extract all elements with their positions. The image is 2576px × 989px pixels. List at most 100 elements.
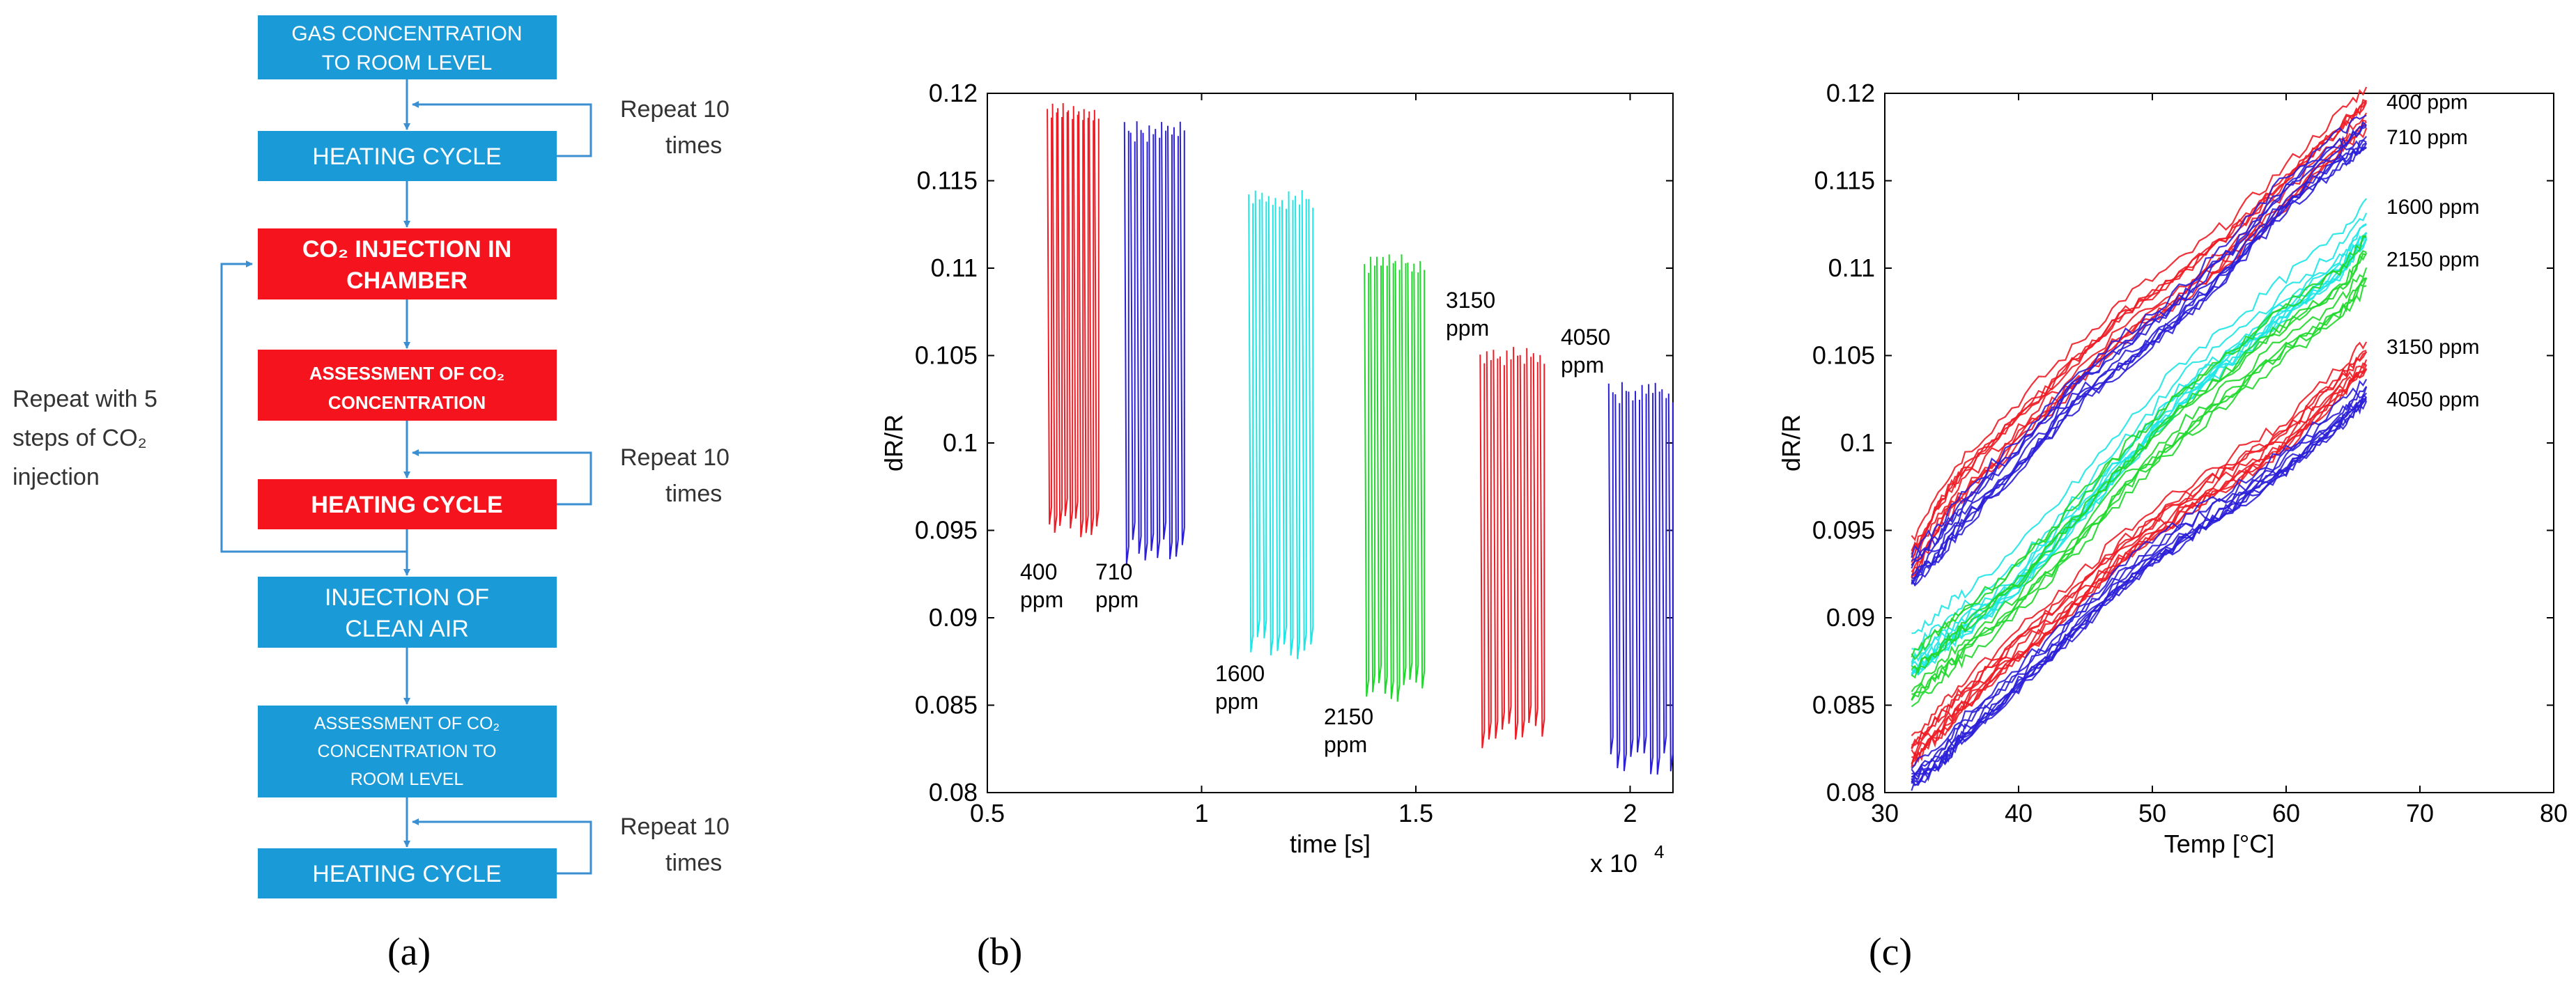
- b-series-1-cycle: [1072, 106, 1079, 519]
- flow-box-7-rect: [258, 706, 557, 797]
- b-series-3-cycle: [1288, 191, 1294, 656]
- b-ytick-label: 0.11: [931, 254, 978, 282]
- flow-box-3: CO₂ INJECTION IN CHAMBER: [258, 228, 557, 299]
- c-series-2-trace: [1911, 136, 2368, 576]
- c-series-1-trace: [1911, 100, 2368, 555]
- b-series-4-cycle: [1407, 263, 1413, 680]
- c-series-3-trace: [1911, 223, 2367, 667]
- b-series-5-cycle: [1526, 348, 1532, 724]
- c-series-6-trace: [1911, 386, 2368, 776]
- b-series-label-1-line2: ppm: [1020, 587, 1063, 612]
- b-ytick-label: 0.1: [943, 428, 978, 457]
- b-series-3-cycle: [1308, 198, 1314, 645]
- b-series-4-cycle: [1376, 256, 1382, 684]
- flow-box-1-line2: TO ROOM LEVEL: [322, 52, 493, 75]
- b-series-2-cycle: [1155, 129, 1161, 559]
- b-series-label-6-line2: ppm: [1561, 352, 1604, 377]
- b-series-2-cycle: [1173, 127, 1179, 557]
- flow-box-5-line1: HEATING CYCLE: [311, 492, 502, 518]
- flow-box-7-line1: ASSESSMENT OF CO₂: [314, 714, 500, 733]
- flow-box-5-rect: [258, 479, 557, 529]
- b-series-1-cycle: [1093, 109, 1100, 527]
- c-series-6: [1911, 378, 2368, 791]
- b-series-1-cycle: [1088, 111, 1095, 536]
- b-series-5-cycle: [1486, 351, 1492, 740]
- b-series-1-cycle: [1062, 103, 1068, 517]
- b-series-6-cycle: [1654, 382, 1660, 775]
- c-ytick-label: 0.12: [1826, 79, 1875, 107]
- flow-box-1-line1: GAS CONCENTRATION: [291, 22, 522, 45]
- c-ytick-label: 0.11: [1828, 254, 1875, 282]
- c-series-4-trace: [1911, 252, 2368, 675]
- c-series-1-trace: [1911, 102, 2368, 563]
- b-series-1: [1047, 103, 1100, 538]
- b-caption: (b): [977, 930, 1022, 974]
- c-xtick-label: 80: [2540, 799, 2568, 827]
- b-series-4-cycle: [1413, 263, 1419, 683]
- c-series-3-trace: [1911, 198, 2368, 634]
- c-series-4-trace: [1911, 267, 2368, 692]
- b-series-2-cycle: [1161, 122, 1167, 540]
- flow-box-3-line1: CO₂ INJECTION IN: [302, 236, 511, 263]
- b-series-5: [1479, 347, 1545, 749]
- outer-loop-label-line1: Repeat with 5: [13, 386, 157, 412]
- c-series-5-trace: [1911, 364, 2368, 764]
- b-series-3-cycle: [1261, 192, 1267, 639]
- c-series-2-trace: [1911, 124, 2367, 566]
- flow-box-7: ASSESSMENT OF CO₂ CONCENTRATION TO ROOM …: [258, 706, 557, 797]
- flow-box-4-line1: ASSESSMENT OF CO₂: [309, 363, 504, 384]
- b-xtick-label: 2: [1623, 799, 1637, 827]
- b-series-label-6-line1: 4050: [1561, 325, 1610, 350]
- c-series-label-5: 3150 ppm: [2386, 336, 2479, 359]
- b-series-6: [1607, 382, 1674, 775]
- b-series-6-cycle: [1635, 391, 1640, 753]
- b-series-3-cycle: [1248, 194, 1254, 653]
- repeat-loops: [220, 101, 592, 875]
- b-series-3-cycle: [1274, 198, 1281, 651]
- c-series-5: [1911, 341, 2368, 768]
- c-series-label-1: 400 ppm: [2386, 91, 2468, 114]
- b-ylabel: dR/R: [879, 414, 908, 472]
- repeat-label-1-line1: Repeat 10: [620, 96, 730, 123]
- b-x-multiplier-exp: 4: [1654, 841, 1664, 862]
- c-series-4-trace: [1911, 249, 2367, 672]
- c-ytick-label: 0.1: [1840, 428, 1875, 457]
- b-series-4-cycle: [1394, 260, 1401, 702]
- flow-box-3-line2: CHAMBER: [346, 267, 468, 294]
- c-ytick-label: 0.115: [1814, 166, 1875, 195]
- c-series-2: [1911, 114, 2368, 587]
- b-ytick-label: 0.105: [915, 341, 978, 370]
- b-xtick-label: 1.5: [1398, 799, 1433, 827]
- c-series-2-trace: [1911, 146, 2367, 586]
- c-caption: (c): [1869, 930, 1912, 974]
- repeat-label-3-line1: Repeat 10: [620, 813, 730, 840]
- flow-box-8-rect: [258, 848, 557, 898]
- c-xtick-label: 30: [1871, 799, 1899, 827]
- outer-loop-label-line2: steps of CO₂: [13, 425, 147, 451]
- c-series-1-trace: [1911, 112, 2368, 566]
- b-series-2-cycle: [1167, 125, 1173, 560]
- flow-box-1: GAS CONCENTRATION TO ROOM LEVEL: [258, 15, 557, 79]
- c-series-label-3: 1600 ppm: [2386, 196, 2479, 219]
- c-series-4-trace: [1911, 235, 2367, 660]
- flow-box-2-rect: [258, 131, 557, 181]
- b-series-4-cycle: [1370, 256, 1376, 692]
- flow-box-6-rect: [258, 577, 557, 648]
- flow-box-7-line3: ROOM LEVEL: [350, 770, 464, 789]
- repeat-loop-1: [412, 101, 592, 157]
- b-series-6-cycle: [1661, 389, 1667, 754]
- b-series-5-cycle: [1499, 356, 1505, 730]
- b-ytick-label: 0.12: [929, 79, 978, 107]
- b-series-3-cycle: [1301, 189, 1307, 651]
- b-series-5-cycle: [1513, 347, 1519, 740]
- panel-a-caption: (a): [387, 930, 431, 974]
- c-xtick-label: 60: [2272, 799, 2300, 827]
- b-series-5-cycle: [1539, 355, 1545, 737]
- b-ytick-label: 0.085: [915, 691, 978, 719]
- b-ytick-label: 0.115: [917, 166, 978, 195]
- flow-box-2: HEATING CYCLE: [258, 131, 557, 181]
- flow-box-4: ASSESSMENT OF CO₂ CONCENTRATION: [258, 350, 557, 421]
- b-series-2: [1123, 121, 1185, 564]
- b-series-6-cycle: [1641, 384, 1647, 754]
- b-series-6-cycle: [1648, 384, 1654, 774]
